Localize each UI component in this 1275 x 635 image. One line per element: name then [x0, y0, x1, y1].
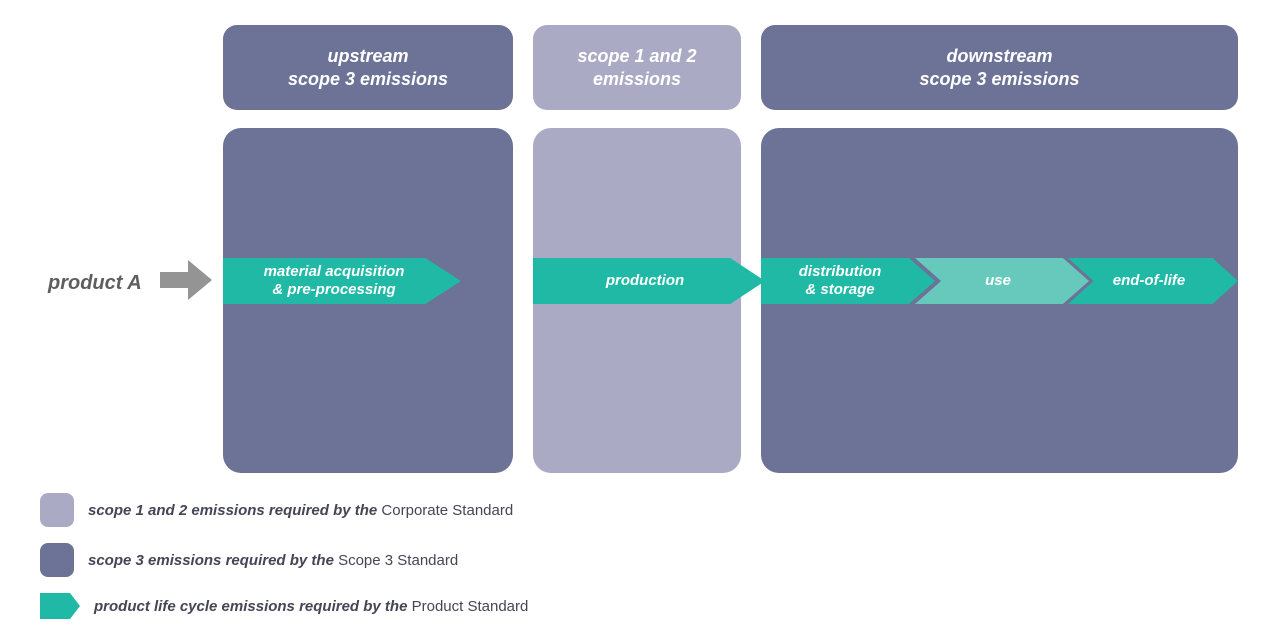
header-line1: downstream	[946, 46, 1052, 66]
stage-label: end-of-life	[1105, 272, 1202, 290]
legend: scope 1 and 2 emissions required by the …	[40, 493, 528, 635]
legend-swatch-icon	[40, 493, 74, 527]
legend-text: scope 1 and 2 emissions required by the …	[88, 502, 513, 519]
stage-distribution-storage: distribution & storage	[761, 258, 935, 304]
stage-label-line2: & storage	[797, 281, 890, 298]
column-header-scope12: scope 1 and 2 emissions	[533, 25, 741, 110]
product-label: product A	[48, 272, 142, 295]
stage-production: production	[533, 258, 765, 304]
column-header-downstream: downstream scope 3 emissions	[761, 25, 1238, 110]
stage-material-acquisition: material acquisition & pre-processing	[223, 258, 461, 304]
header-line1: scope 1 and 2	[577, 46, 696, 66]
stage-use: use	[915, 258, 1089, 304]
header-line2: scope 3 emissions	[288, 69, 448, 89]
stage-end-of-life: end-of-life	[1068, 258, 1238, 304]
stage-label-line1: material acquisition	[256, 263, 421, 280]
header-line2: scope 3 emissions	[919, 69, 1079, 89]
header-line2: emissions	[593, 69, 681, 89]
emissions-diagram: upstream scope 3 emissions scope 1 and 2…	[0, 0, 1275, 630]
legend-text: scope 3 emissions required by the Scope …	[88, 552, 458, 569]
legend-swatch-icon	[40, 543, 74, 577]
legend-pentagon-icon	[40, 593, 80, 619]
column-header-upstream: upstream scope 3 emissions	[223, 25, 513, 110]
stage-label: production	[598, 272, 700, 290]
legend-row-scope3: scope 3 emissions required by the Scope …	[40, 543, 528, 577]
stage-label: use	[977, 272, 1027, 290]
stage-label-line1: distribution	[791, 263, 898, 280]
legend-text: product life cycle emissions required by…	[94, 598, 528, 615]
legend-row-lifecycle: product life cycle emissions required by…	[40, 593, 528, 619]
product-arrow-icon	[160, 260, 212, 305]
header-line1: upstream	[327, 46, 408, 66]
stage-label-line2: & pre-processing	[264, 281, 411, 298]
legend-row-scope12: scope 1 and 2 emissions required by the …	[40, 493, 528, 527]
